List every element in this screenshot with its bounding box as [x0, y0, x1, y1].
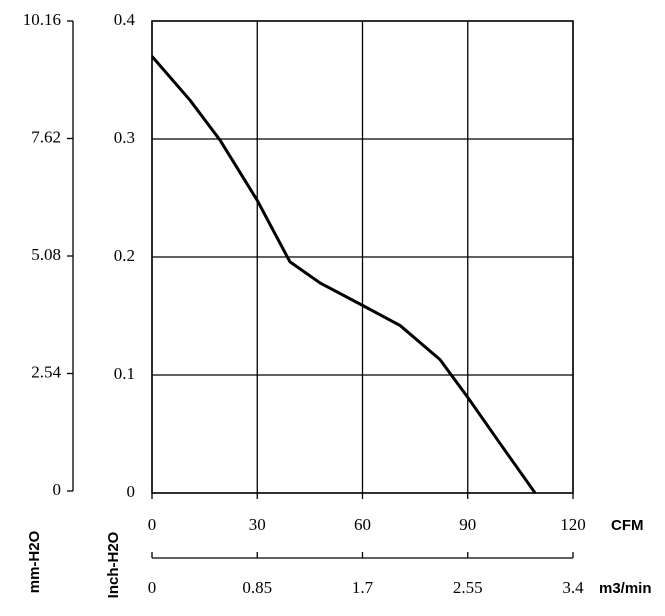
x2-tick-label: 2.55 — [453, 578, 483, 597]
y2-tick-label: 7.62 — [31, 127, 61, 146]
data-line — [150, 55, 537, 494]
x-tick-label: 120 — [560, 515, 586, 534]
x-axis-label: CFM — [611, 517, 644, 534]
y2-tick-label: 10.16 — [23, 10, 61, 29]
x2-axis-label: m3/min — [599, 580, 652, 597]
x-tick-label: 0 — [148, 515, 157, 534]
y2-tick-label: 0 — [53, 480, 62, 499]
y-tick-label: 0.1 — [114, 364, 135, 383]
y2-axis-label: mm-H2O — [26, 530, 43, 593]
y-axis-label: Inch-H2O — [105, 531, 122, 598]
y-tick-label: 0.4 — [114, 10, 136, 29]
y2-tick-label: 5.08 — [31, 245, 61, 264]
y2-tick-label: 2.54 — [31, 362, 61, 381]
y-tick-label: 0.3 — [114, 128, 135, 147]
x-tick-label: 90 — [459, 515, 476, 534]
x-tick-label: 30 — [249, 515, 266, 534]
x2-tick-label: 0 — [148, 578, 157, 597]
x2-tick-label: 0.85 — [242, 578, 272, 597]
x-tick-label: 60 — [354, 515, 371, 534]
x2-tick-label: 1.7 — [352, 578, 374, 597]
x2-tick-label: 3.4 — [562, 578, 584, 597]
y-tick-label: 0 — [127, 482, 136, 501]
y-tick-label: 0.2 — [114, 246, 135, 265]
